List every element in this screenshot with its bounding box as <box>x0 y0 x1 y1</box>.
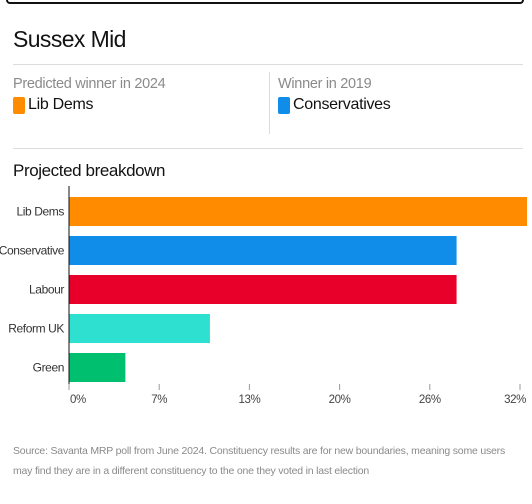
projected-breakdown-chart: Lib Dems Conservative Labour Reform UK Green… <box>0 186 528 406</box>
x-tick-label: 0% <box>70 394 86 406</box>
category-label-green: Green <box>33 361 64 375</box>
previous-winner-label: Winner in 2019 <box>278 76 372 92</box>
category-label-reform-uk: Reform UK <box>8 322 64 336</box>
previous-party-name: Conservatives <box>293 96 391 113</box>
top-frame <box>6 0 524 4</box>
bar-reform-uk <box>69 314 210 343</box>
predicted-party-name: Lib Dems <box>28 96 94 113</box>
lib-dems-swatch <box>13 96 25 114</box>
section-divider <box>13 148 523 149</box>
constituency-title: Sussex Mid <box>13 26 126 52</box>
predicted-winner-label: Predicted winner in 2024 <box>13 76 166 92</box>
bar-green <box>69 353 126 382</box>
title-divider <box>13 64 523 65</box>
predicted-winner: Predicted winner in 2024 Lib Dems <box>13 76 166 114</box>
bar-lib-dems <box>69 197 528 226</box>
predicted-winner-party: Lib Dems <box>13 96 165 114</box>
category-label-lib-dems: Lib Dems <box>17 205 65 219</box>
bar-labour <box>69 275 457 304</box>
category-label-labour: Labour <box>29 283 64 297</box>
x-tick-label: 20% <box>329 394 351 406</box>
x-tick-label: 32% <box>504 394 526 406</box>
previous-winner-party: Conservatives <box>278 96 391 114</box>
bar-conservative <box>69 236 457 265</box>
chart-title: Projected breakdown <box>13 161 166 180</box>
x-tick-label: 13% <box>238 394 260 406</box>
previous-winner: Winner in 2019 Conservatives <box>278 76 391 114</box>
x-tick-label: 7% <box>151 394 167 406</box>
x-tick-label: 26% <box>419 394 441 406</box>
winner-divider <box>269 72 270 134</box>
category-label-conservative: Conservative <box>0 244 65 258</box>
source-note: Source: Savanta MRP poll from June 2024.… <box>13 445 506 477</box>
conservatives-swatch <box>278 96 290 114</box>
